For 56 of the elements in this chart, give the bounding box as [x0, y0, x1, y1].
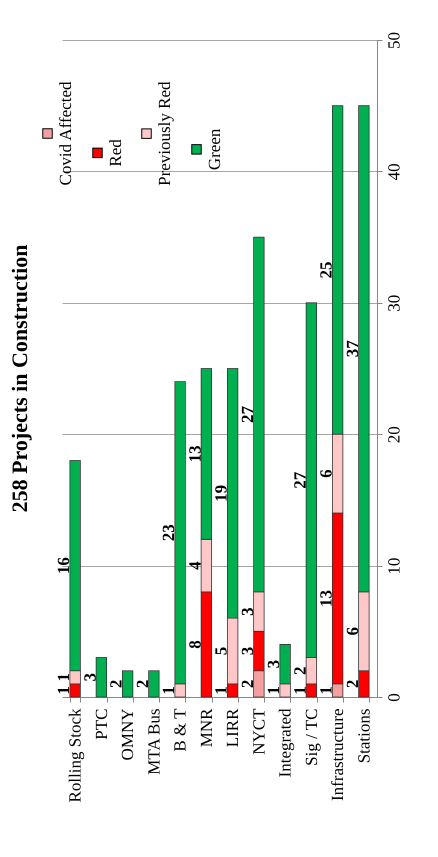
- data-label: 1: [54, 686, 74, 695]
- data-label: 1: [290, 686, 310, 695]
- data-label: 2: [342, 680, 362, 688]
- data-label: 1: [54, 673, 74, 682]
- x-tick-label: PTC: [92, 708, 111, 740]
- x-tick-label: Rolling Stock: [66, 708, 85, 802]
- y-tick-label: 50: [384, 32, 404, 49]
- data-label: 1: [264, 686, 284, 695]
- y-tick-label: 0: [384, 693, 404, 702]
- data-label: 3: [238, 607, 257, 616]
- data-label: 1: [316, 686, 336, 695]
- x-tick-label: LIRR: [223, 708, 242, 748]
- data-label: 25: [316, 261, 336, 278]
- x-tick-label: OMNY: [118, 708, 138, 760]
- x-tick-label: Sig / TC: [302, 708, 321, 766]
- x-tick-label: B & T: [170, 708, 190, 752]
- data-label: 2: [238, 680, 257, 688]
- legend-label: Green: [205, 128, 224, 170]
- y-tick-label: 20: [384, 426, 404, 444]
- y-tick-label: 10: [384, 558, 404, 575]
- data-label: 13: [316, 590, 336, 607]
- y-tick-label: 30: [384, 294, 404, 312]
- legend-label: Red: [106, 138, 125, 167]
- x-tick-label: MTA Bus: [144, 708, 164, 775]
- data-label: 5: [212, 646, 231, 656]
- data-label: 27: [290, 471, 310, 489]
- data-label: 27: [238, 405, 257, 423]
- x-tick-label: NYCT: [249, 708, 268, 755]
- y-tick-label: 40: [384, 163, 404, 180]
- data-label: 2: [106, 680, 126, 688]
- data-label: 19: [212, 484, 231, 502]
- x-tick-label: Infrastructure: [328, 708, 348, 802]
- data-label: 3: [264, 660, 284, 668]
- data-label: 6: [316, 469, 336, 478]
- data-label: 1: [159, 686, 178, 695]
- data-label: 37: [342, 340, 362, 358]
- x-tick-label: MNR: [196, 708, 216, 748]
- legend-label: Covid Affected: [56, 81, 75, 186]
- data-label: 3: [238, 646, 257, 656]
- data-label: 1: [212, 686, 231, 695]
- data-label: 8: [185, 640, 204, 649]
- data-label: 16: [54, 557, 74, 574]
- bar: [122, 670, 134, 698]
- x-tick-label: Stations: [354, 708, 374, 764]
- x-tick-label: Integrated: [276, 708, 295, 778]
- data-label: 3: [80, 673, 100, 682]
- data-label: 2: [290, 666, 310, 675]
- text: 258 Projects in Construction: [7, 244, 32, 512]
- data-label: 2: [132, 680, 152, 688]
- data-label: 13: [185, 445, 204, 462]
- data-label: 4: [185, 560, 204, 570]
- data-label: 6: [342, 627, 362, 636]
- legend-label: Previously Red: [155, 80, 174, 186]
- bar: [96, 657, 108, 698]
- bar: [148, 670, 160, 698]
- data-label: 23: [159, 524, 178, 542]
